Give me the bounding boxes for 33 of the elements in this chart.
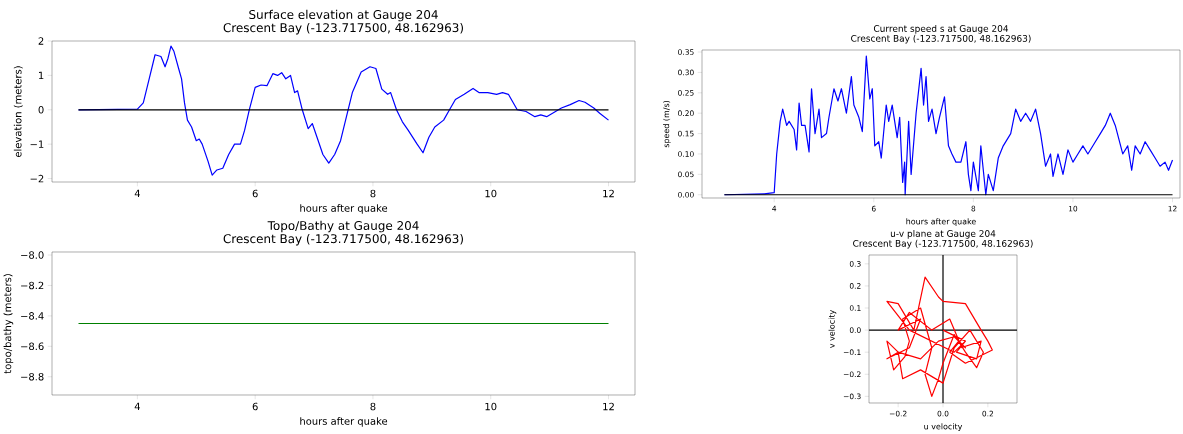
chart-title: Surface elevation at Gauge 204 [249,9,438,22]
y-axis-title: elevation (meters) [13,66,23,157]
y-tick-label: −1 [30,140,44,148]
y-tick-label: −8.2 [21,281,44,290]
y-tick-label: 0 [38,105,44,114]
y-tick-label: 1 [38,71,44,79]
chart-subtitle: Crescent Bay (-123.717500, 48.162963) [851,34,1031,44]
chart-title: Current speed s at Gauge 204 [873,24,1009,34]
x-tick-label: 6 [252,402,258,411]
x-tick-label: 8 [370,189,376,198]
x-axis-title: hours after quake [300,204,388,214]
y-tick-label: −8.8 [21,372,44,381]
y-axis-title: topo/bathy (meters) [3,274,14,374]
line-series [886,276,993,397]
chart-subtitle: Crescent Bay (-123.717500, 48.162963) [853,239,1033,249]
x-tick-label: 12 [603,402,614,411]
y-tick-label: −2 [30,174,44,183]
chart-subtitle: Crescent Bay (-123.717500, 48.162963) [223,233,463,246]
x-axis-title: hours after quake [300,416,388,427]
chart-title: Topo/Bathy at Gauge 204 [267,220,419,233]
x-tick-label: 12 [603,189,614,198]
x-tick-label: 8 [370,402,376,411]
x-tick-label: 10 [485,189,497,198]
x-tick-label: 6 [252,189,258,198]
chart-subtitle: Crescent Bay (-123.717500, 48.162963) [223,22,463,35]
y-tick-label: 2 [38,37,44,45]
x-tick-label: 10 [485,402,497,411]
chart-title: u-v plane at Gauge 204 [890,229,996,239]
x-tick-label: 4 [134,189,141,197]
y-tick-label: −8.0 [21,251,44,259]
x-tick-label: 4 [134,402,141,410]
y-tick-label: −8.6 [21,342,44,350]
y-tick-label: −8.4 [21,311,44,320]
